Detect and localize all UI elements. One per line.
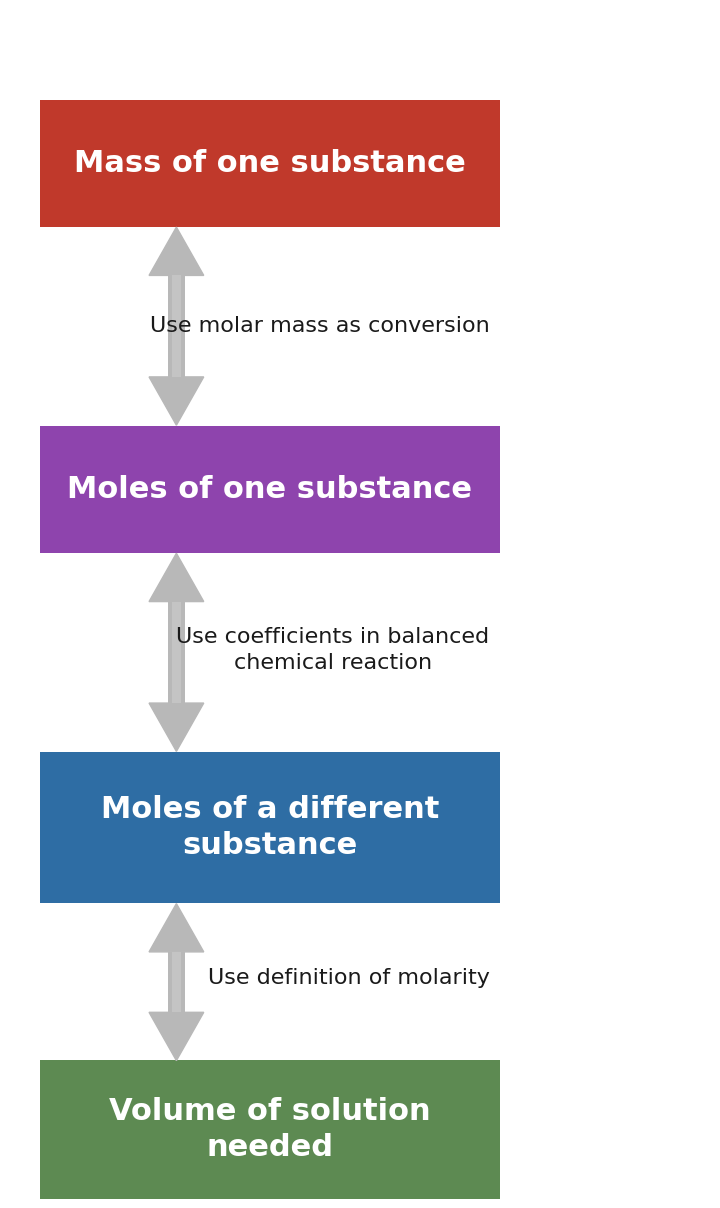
Bar [172, 275, 181, 377]
Bar [168, 602, 185, 703]
FancyBboxPatch shape [45, 436, 506, 563]
Text: Volume of solution
needed: Volume of solution needed [109, 1097, 431, 1162]
Text: Mass of one substance: Mass of one substance [74, 149, 466, 178]
FancyBboxPatch shape [31, 737, 509, 918]
Text: Moles of a different
substance: Moles of a different substance [101, 795, 439, 860]
FancyBboxPatch shape [31, 1045, 509, 1208]
Text: Moles of one substance: Moles of one substance [68, 475, 472, 504]
FancyBboxPatch shape [31, 411, 509, 568]
Polygon shape [149, 377, 204, 425]
Bar [172, 602, 181, 703]
Text: Use molar mass as conversion: Use molar mass as conversion [150, 316, 490, 336]
Bar [168, 275, 185, 377]
FancyBboxPatch shape [40, 751, 500, 904]
FancyBboxPatch shape [40, 426, 500, 553]
Bar [172, 952, 181, 1012]
Polygon shape [149, 703, 204, 751]
FancyBboxPatch shape [40, 100, 500, 227]
FancyBboxPatch shape [45, 762, 506, 913]
Polygon shape [149, 553, 204, 602]
Polygon shape [149, 227, 204, 275]
Text: Use definition of molarity: Use definition of molarity [208, 969, 490, 988]
Polygon shape [149, 1012, 204, 1061]
FancyBboxPatch shape [45, 110, 506, 237]
FancyBboxPatch shape [31, 85, 509, 242]
FancyBboxPatch shape [45, 1070, 506, 1208]
Polygon shape [149, 904, 204, 952]
Text: Use coefficients in balanced
chemical reaction: Use coefficients in balanced chemical re… [176, 627, 490, 673]
FancyBboxPatch shape [40, 1061, 500, 1198]
Bar [168, 952, 185, 1012]
